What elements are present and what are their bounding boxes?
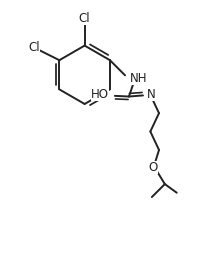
Text: Cl: Cl	[28, 41, 40, 54]
Text: NH: NH	[130, 72, 148, 85]
Text: O: O	[148, 161, 157, 174]
Text: Cl: Cl	[79, 12, 90, 25]
Text: N: N	[147, 88, 155, 101]
Text: HO: HO	[91, 88, 109, 101]
